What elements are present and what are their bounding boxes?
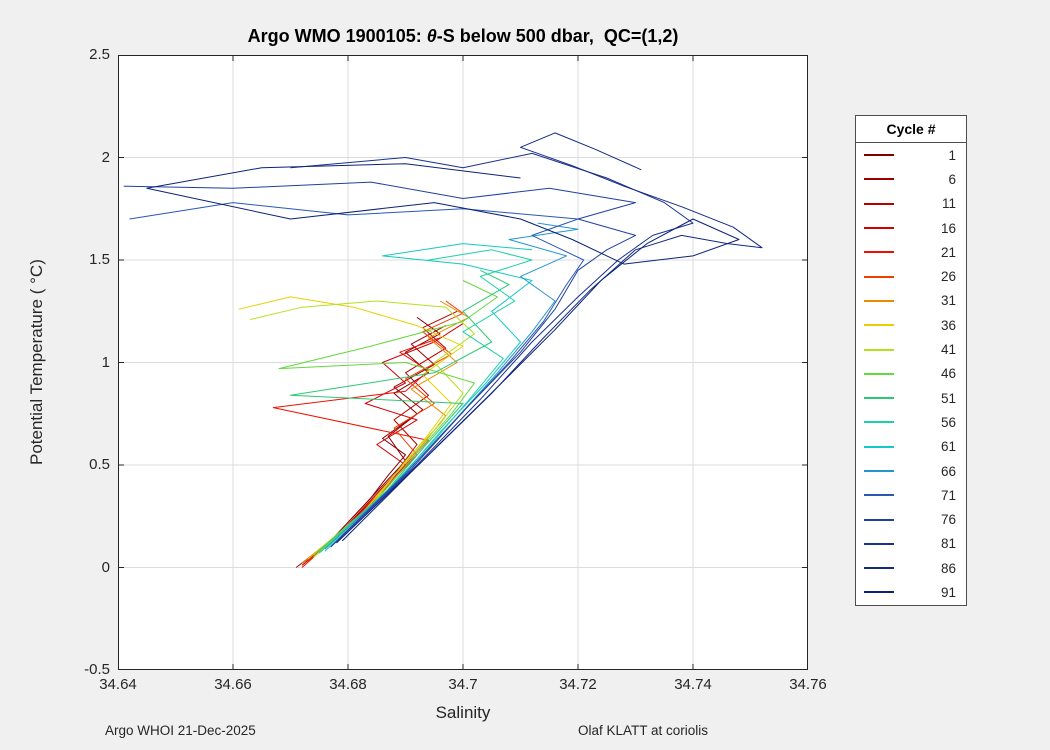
- series-line-cycle-76: [123, 181, 636, 548]
- legend-item-label: 41: [940, 342, 956, 358]
- legend-item-cycle-76: 76: [856, 507, 966, 531]
- legend-item-label: 76: [940, 512, 956, 528]
- legend-item-label: 26: [940, 269, 956, 285]
- x-tick-label: 34.68: [329, 676, 367, 693]
- series-line-cycle-6: [295, 325, 447, 568]
- legend-title: Cycle #: [856, 116, 966, 143]
- legend-item-label: 46: [940, 366, 956, 382]
- legend-line-sample: [864, 372, 894, 375]
- legend-item-cycle-16: 16: [856, 216, 966, 240]
- legend-line-sample: [864, 542, 894, 545]
- legend-item-cycle-86: 86: [856, 556, 966, 580]
- legend-item-cycle-56: 56: [856, 410, 966, 434]
- legend-item-cycle-91: 91: [856, 580, 966, 604]
- legend: Cycle # 1 6 11 16 21 26 31 36 41 46 51 56 61 66 71 76 81…: [855, 115, 967, 606]
- legend-item-label: 31: [940, 293, 956, 309]
- x-axis-label: Salinity: [435, 703, 491, 722]
- legend-item-label: 16: [940, 220, 956, 236]
- legend-item-cycle-71: 71: [856, 483, 966, 507]
- legend-item-label: 86: [940, 560, 956, 576]
- legend-line-sample: [864, 227, 894, 230]
- legend-item-label: 21: [940, 244, 956, 260]
- legend-item-cycle-51: 51: [856, 386, 966, 410]
- legend-line-sample: [864, 591, 894, 594]
- series-line-cycle-1: [301, 316, 441, 564]
- legend-item-label: 91: [940, 584, 956, 600]
- legend-line-sample: [864, 397, 894, 400]
- x-tick-label: 34.72: [559, 676, 597, 693]
- plot-area: [118, 55, 808, 670]
- legend-item-label: 1: [948, 147, 956, 163]
- legend-line-sample: [864, 567, 894, 570]
- legend-item-label: 51: [940, 390, 956, 406]
- x-tick-label: 34.7: [448, 676, 478, 693]
- legend-line-sample: [864, 421, 894, 424]
- legend-line-sample: [864, 470, 894, 472]
- legend-line-sample: [864, 299, 894, 302]
- legend-line-sample: [864, 154, 894, 157]
- legend-item-cycle-36: 36: [856, 313, 966, 337]
- legend-item-cycle-81: 81: [856, 532, 966, 556]
- legend-item-label: 6: [948, 171, 956, 187]
- y-tick-label: 0.5: [89, 456, 110, 473]
- chart-title-prefix: Argo WMO 1900105:: [247, 26, 427, 46]
- series-line-cycle-41: [250, 300, 475, 558]
- series-line-cycle-21: [272, 337, 441, 568]
- legend-item-label: 81: [940, 536, 956, 552]
- legend-item-cycle-66: 66: [856, 459, 966, 483]
- legend-item-label: 71: [940, 487, 956, 503]
- legend-item-cycle-31: 31: [856, 289, 966, 313]
- series-line-cycle-91: [146, 163, 740, 542]
- series-line-cycle-86: [336, 132, 763, 544]
- theta-s-plot: [118, 55, 808, 670]
- legend-item-cycle-1: 1: [856, 143, 966, 167]
- series-line-cycle-66: [324, 222, 579, 550]
- series-line-cycle-61: [324, 243, 533, 552]
- chart-title-suffix: -S below 500 dbar, QC=(1,2): [436, 26, 679, 46]
- legend-item-cycle-11: 11: [856, 192, 966, 216]
- legend-line-sample: [864, 348, 894, 351]
- legend-line-sample: [864, 494, 894, 497]
- legend-item-cycle-41: 41: [856, 337, 966, 361]
- y-tick-label: 2.5: [89, 46, 110, 63]
- footer-credit-text: Olaf KLATT at coriolis: [578, 723, 709, 738]
- x-tick-label: 34.74: [674, 676, 712, 693]
- legend-item-cycle-61: 61: [856, 435, 966, 459]
- legend-item-label: 66: [940, 463, 956, 479]
- legend-items: 1 6 11 16 21 26 31 36 41 46 51 56 61 66 71 76 81 86 91: [856, 143, 966, 605]
- y-tick-label: 1: [101, 353, 110, 371]
- legend-line-sample: [864, 251, 894, 254]
- series-line-cycle-46: [278, 280, 498, 556]
- chart-title-theta: θ: [426, 26, 437, 46]
- legend-item-cycle-26: 26: [856, 264, 966, 288]
- legend-item-label: 61: [940, 439, 956, 455]
- series-line-cycle-71: [129, 202, 585, 548]
- legend-item-label: 36: [940, 317, 956, 333]
- y-tick-label: 2: [101, 148, 110, 166]
- y-tick-label: -0.5: [84, 661, 110, 678]
- legend-item-cycle-46: 46: [856, 362, 966, 386]
- legend-item-cycle-21: 21: [856, 240, 966, 264]
- legend-line-sample: [864, 445, 894, 448]
- x-tick-label: 34.76: [789, 676, 827, 693]
- footer-source-text: Argo WHOI 21-Dec-2025: [105, 723, 256, 738]
- y-tick-label: 1.5: [89, 251, 110, 268]
- legend-line-sample: [864, 202, 894, 205]
- legend-line-sample: [864, 518, 894, 521]
- x-tick-label: 34.66: [214, 676, 252, 693]
- legend-item-label: 56: [940, 414, 956, 430]
- series-line-cycle-51: [290, 269, 510, 554]
- legend-line-sample: [864, 324, 894, 327]
- x-tick-label: 34.64: [99, 676, 137, 693]
- series-line-cycle-11: [301, 310, 458, 566]
- legend-item-label: 11: [941, 196, 956, 212]
- y-tick-label: 0: [101, 558, 110, 576]
- chart-title: Argo WMO 1900105: θ-S below 500 dbar, QC…: [118, 26, 808, 47]
- legend-item-cycle-6: 6: [856, 167, 966, 191]
- legend-line-sample: [864, 178, 894, 181]
- legend-line-sample: [864, 275, 894, 278]
